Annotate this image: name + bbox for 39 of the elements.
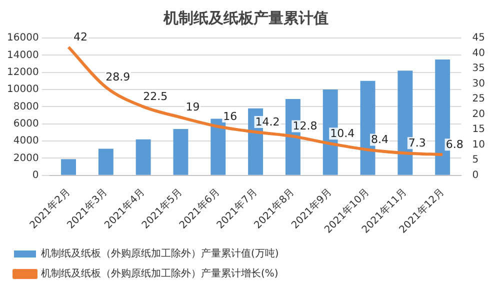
y2-tick-label: 30	[472, 78, 486, 90]
bar	[98, 148, 114, 175]
y2-tick-label: 15	[472, 124, 486, 136]
data-label: 10.4	[330, 126, 355, 140]
y2-tick-label: 0	[472, 170, 479, 181]
y2-tick-label: 25	[472, 94, 486, 105]
y2-tick-label: 5	[472, 154, 479, 166]
data-label: 16	[223, 110, 238, 123]
line-series	[67, 46, 444, 156]
data-label: 42	[74, 30, 88, 44]
y-tick-label: 0	[32, 170, 39, 181]
y-tick-label: 10000	[7, 84, 39, 96]
legend-label: 机制纸及纸板（外购原纸加工除外）产量累计值(万吨)	[41, 248, 279, 260]
y2-tick-label: 40	[472, 48, 486, 59]
data-label: 28.9	[106, 70, 130, 84]
data-label: 12.8	[292, 120, 318, 133]
bar	[173, 129, 188, 175]
data-label: 19	[186, 100, 200, 114]
y2-tick-label: 35	[472, 63, 486, 74]
y-tick-label: 12000	[7, 66, 39, 78]
y-tick-label: 6000	[13, 118, 39, 130]
y-tick-label: 14000	[7, 50, 39, 61]
bar	[136, 139, 151, 175]
data-label: 14.2	[255, 115, 280, 128]
y2-tick-label: 45	[472, 32, 486, 44]
bar	[61, 159, 76, 175]
y2-tick-label: 20	[472, 108, 486, 120]
y-tick-label: 2000	[13, 152, 39, 164]
y-tick-label: 8000	[13, 101, 39, 112]
bar	[210, 118, 226, 175]
data-label: 6.8	[446, 138, 464, 151]
data-label: 7.3	[408, 136, 426, 150]
y2-tick-label: 10	[472, 139, 486, 150]
data-label: 8.4	[371, 133, 389, 146]
chart-title: 机制纸及纸板产量累计值	[162, 8, 328, 27]
y-tick-label: 4000	[13, 136, 39, 147]
data-label: 22.5	[143, 90, 168, 104]
legend-label: 机制纸及纸板（外购原纸加工除外）产量累计增长(%)	[41, 268, 278, 280]
y-tick-label: 16000	[7, 32, 39, 44]
